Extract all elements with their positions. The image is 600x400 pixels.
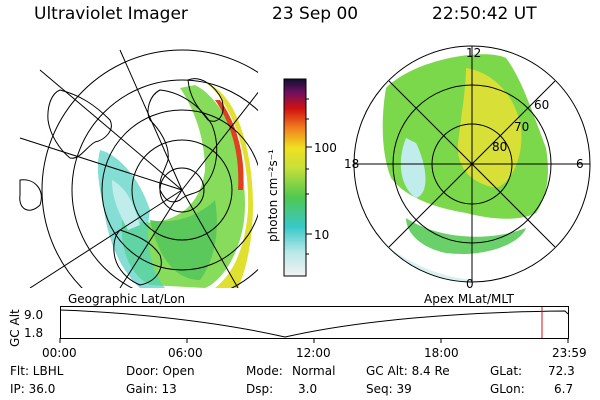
orbit-ytick-high: 9.0	[24, 308, 44, 322]
orbit-xtick-2359: 23:59	[552, 346, 587, 360]
lat-label-70: 70	[514, 120, 530, 134]
orbit-y-axis-label: GC Alt	[8, 309, 22, 347]
instrument-title: Ultraviolet Imager	[34, 4, 188, 24]
orbit-altitude-chart	[59, 306, 569, 343]
mlt-label-12: 12	[466, 46, 482, 60]
info-mode-value: Normal	[292, 364, 336, 378]
orbit-xtick-0600: 06:00	[168, 346, 203, 360]
time-label: 22:50:42 UT	[432, 4, 537, 24]
info-gain: Gain: 13	[126, 382, 177, 396]
orbit-xtick-1200: 12:00	[296, 346, 331, 360]
mlt-label-0: 0	[466, 277, 474, 291]
info-glat-value: 72.3	[548, 364, 575, 378]
orbit-xtick-1800: 18:00	[424, 346, 459, 360]
info-gc-alt: GC Alt: 8.4 Re	[366, 364, 450, 378]
colorbar-tick-10: 10	[314, 228, 330, 242]
orbit-left-label: Geographic Lat/Lon	[68, 292, 186, 306]
info-dsp-label: Dsp:	[246, 382, 274, 396]
lat-label-80: 80	[492, 140, 508, 154]
polar-mlat-mlt-plot	[353, 45, 591, 283]
info-mode-label: Mode:	[246, 364, 283, 378]
colorbar-tick-100: 100	[314, 141, 337, 155]
info-glon-value: 6.7	[554, 382, 574, 396]
info-door: Door: Open	[126, 364, 195, 378]
orbit-right-label: Apex MLat/MLT	[424, 292, 514, 306]
colorbar-unit-label: photon cm⁻²s⁻¹	[266, 149, 280, 242]
info-glat-label: GLat:	[490, 364, 523, 378]
orbit-xtick-0000: 00:00	[42, 346, 77, 360]
info-glon-label: GLon:	[490, 382, 525, 396]
info-seq: Seq: 39	[366, 382, 412, 396]
colorbar	[283, 78, 312, 277]
date-label: 23 Sep 00	[272, 4, 359, 24]
orbit-ytick-low: 1.8	[24, 326, 44, 340]
info-dsp-value: 3.0	[298, 382, 318, 396]
lat-label-60: 60	[534, 98, 550, 112]
mlt-label-6: 6	[576, 157, 584, 171]
info-ip: IP: 36.0	[10, 382, 56, 396]
info-filter: Flt: LBHL	[10, 364, 64, 378]
mlt-label-18: 18	[344, 157, 360, 171]
geographic-image	[19, 49, 258, 288]
